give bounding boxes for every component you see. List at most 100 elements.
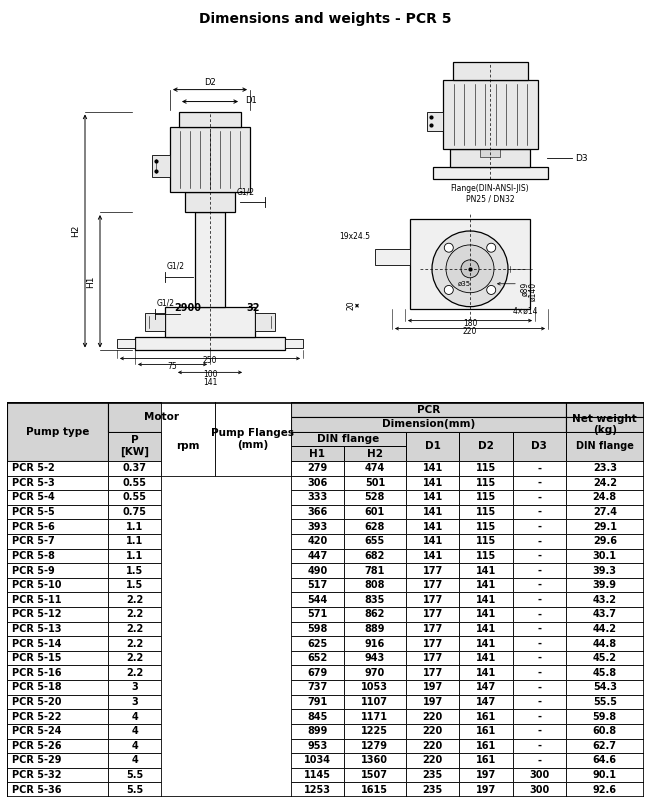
Bar — [185, 192, 235, 212]
Text: 501: 501 — [365, 478, 385, 488]
Bar — [406, 768, 460, 782]
Text: 300: 300 — [529, 770, 549, 780]
Text: 682: 682 — [365, 551, 385, 561]
Text: 45.2: 45.2 — [593, 653, 617, 663]
Text: PCR 5-20: PCR 5-20 — [12, 697, 61, 707]
Text: 141: 141 — [422, 522, 443, 531]
Text: 141: 141 — [422, 551, 443, 561]
Text: 55.5: 55.5 — [593, 697, 617, 707]
Bar — [344, 548, 406, 564]
Bar — [6, 738, 108, 753]
Bar — [460, 695, 513, 709]
Text: D1: D1 — [424, 441, 441, 452]
Text: -: - — [538, 668, 541, 678]
Text: 528: 528 — [365, 493, 385, 502]
Text: 161: 161 — [476, 741, 496, 751]
Text: 970: 970 — [365, 668, 385, 678]
Bar — [291, 695, 344, 709]
Bar — [513, 621, 566, 636]
Bar — [135, 336, 285, 350]
Bar — [117, 339, 135, 349]
Bar — [406, 490, 460, 505]
Text: H1: H1 — [86, 275, 96, 287]
Text: PCR 5-36: PCR 5-36 — [12, 785, 61, 795]
Bar — [406, 621, 460, 636]
Bar — [344, 666, 406, 680]
Bar — [214, 139, 291, 476]
Bar — [344, 519, 406, 534]
Bar — [291, 519, 344, 534]
Text: 420: 420 — [307, 536, 328, 547]
Text: PCR 5-10: PCR 5-10 — [12, 580, 61, 590]
Text: 141: 141 — [422, 478, 443, 488]
Text: -: - — [538, 712, 541, 721]
Text: 220: 220 — [463, 327, 477, 336]
Text: 0.37: 0.37 — [123, 463, 147, 473]
Bar — [513, 461, 566, 476]
Text: ø89: ø89 — [520, 282, 529, 296]
Text: PCR 5-11: PCR 5-11 — [12, 595, 61, 605]
Bar — [460, 709, 513, 724]
Bar — [513, 753, 566, 768]
Bar — [161, 139, 214, 476]
Text: G1/2: G1/2 — [237, 187, 255, 196]
Text: 862: 862 — [365, 609, 385, 619]
Bar — [460, 666, 513, 680]
Text: PCR 5-18: PCR 5-18 — [12, 683, 61, 692]
Circle shape — [445, 286, 453, 295]
Text: 3: 3 — [131, 683, 138, 692]
Text: 447: 447 — [307, 551, 328, 561]
Text: 161: 161 — [476, 712, 496, 721]
Bar — [344, 680, 406, 695]
Bar — [566, 753, 644, 768]
Text: 1279: 1279 — [361, 741, 389, 751]
Bar — [6, 564, 108, 578]
Text: -: - — [538, 624, 541, 634]
Text: PN25 / DN32: PN25 / DN32 — [465, 194, 514, 203]
Bar — [460, 519, 513, 534]
Bar — [108, 651, 161, 666]
Bar — [291, 417, 566, 431]
Text: 24.8: 24.8 — [593, 493, 617, 502]
Text: 2.2: 2.2 — [126, 638, 144, 649]
Bar — [513, 709, 566, 724]
Bar — [291, 666, 344, 680]
Bar — [344, 461, 406, 476]
Bar — [108, 607, 161, 621]
Bar — [108, 490, 161, 505]
Text: D3: D3 — [532, 441, 547, 452]
Bar — [513, 534, 566, 548]
Bar — [291, 446, 344, 461]
Text: -: - — [538, 683, 541, 692]
Bar — [344, 578, 406, 592]
Bar — [291, 490, 344, 505]
Text: PCR 5-13: PCR 5-13 — [12, 624, 61, 634]
Text: PCR 5-9: PCR 5-9 — [12, 565, 55, 576]
Bar — [6, 476, 108, 490]
Bar — [460, 564, 513, 578]
Text: 45.8: 45.8 — [593, 668, 617, 678]
Bar — [6, 490, 108, 505]
Bar — [6, 651, 108, 666]
Bar — [460, 431, 513, 461]
Bar — [460, 636, 513, 651]
Text: 1253: 1253 — [304, 785, 331, 795]
Bar — [6, 666, 108, 680]
Text: 115: 115 — [476, 478, 496, 488]
Bar — [6, 709, 108, 724]
Text: Dimensions and weights - PCR 5: Dimensions and weights - PCR 5 — [199, 12, 451, 26]
Text: 1.1: 1.1 — [126, 536, 144, 547]
Bar — [108, 461, 161, 476]
Bar — [453, 62, 528, 80]
Text: 54.3: 54.3 — [593, 683, 617, 692]
Bar — [427, 112, 443, 131]
Circle shape — [446, 245, 494, 293]
Text: 29.6: 29.6 — [593, 536, 617, 547]
Bar — [108, 519, 161, 534]
Text: PCR 5-29: PCR 5-29 — [12, 755, 61, 766]
Text: 601: 601 — [365, 507, 385, 517]
Text: 100: 100 — [203, 370, 217, 379]
Bar — [291, 651, 344, 666]
Bar — [566, 505, 644, 519]
Text: 115: 115 — [476, 463, 496, 473]
